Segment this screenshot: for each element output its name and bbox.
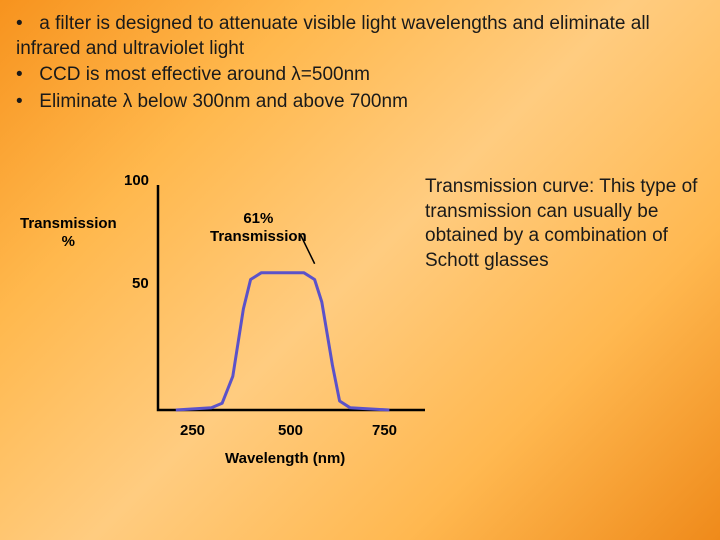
transmission-chart: 100 Transmission % 50 61% Transmission 2… [20, 160, 430, 480]
bullet-list: • a filter is designed to attenuate visi… [16, 12, 704, 115]
x-tick-label: 750 [372, 422, 397, 439]
x-axis-title: Wavelength (nm) [225, 450, 345, 467]
bullet-text: CCD is most effective around λ=500nm [39, 64, 370, 85]
bullet-item: • a filter is designed to attenuate visi… [16, 12, 704, 61]
y-tick-label: 100 [124, 172, 149, 189]
bullet-dot: • [16, 12, 34, 37]
chart-svg [150, 180, 430, 420]
side-description: Transmission curve: This type of transmi… [425, 175, 705, 274]
bullet-text: a filter is designed to attenuate visibl… [16, 13, 650, 59]
bullet-item: • CCD is most effective around λ=500nm [16, 63, 704, 88]
slide: • a filter is designed to attenuate visi… [0, 0, 720, 540]
x-tick-label: 250 [180, 422, 205, 439]
bullet-item: • Eliminate λ below 300nm and above 700n… [16, 90, 704, 115]
bullet-text: Eliminate λ below 300nm and above 700nm [39, 91, 408, 112]
y-tick-label: 50 [132, 275, 149, 292]
bullet-dot: • [16, 90, 34, 115]
y-axis-title: Transmission % [20, 215, 117, 251]
x-tick-label: 500 [278, 422, 303, 439]
bullet-dot: • [16, 63, 34, 88]
